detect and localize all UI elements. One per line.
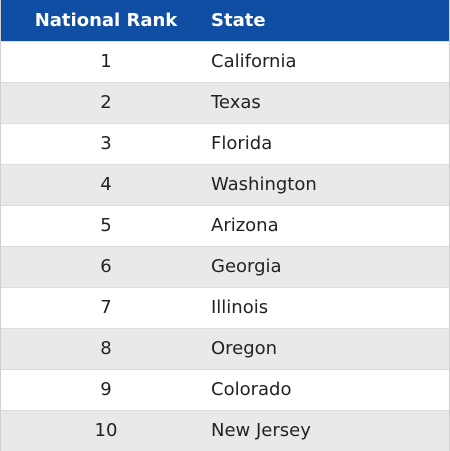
state-cell: Arizona [211, 215, 279, 236]
table-body: 1 California 2 Texas 3 Florida 4 Washing… [1, 41, 449, 451]
state-cell: Texas [211, 92, 261, 113]
rank-cell: 7 [100, 297, 112, 318]
state-cell: Florida [211, 133, 273, 154]
table-row: 1 California [1, 41, 449, 82]
column-header-rank: National Rank [1, 0, 211, 41]
table-row: 6 Georgia [1, 246, 449, 287]
table-row: 7 Illinois [1, 287, 449, 328]
rank-cell: 2 [100, 92, 112, 113]
rank-cell: 1 [100, 51, 112, 72]
rank-cell: 6 [100, 256, 112, 277]
table-row: 9 Colorado [1, 369, 449, 410]
table-row: 3 Florida [1, 123, 449, 164]
state-cell: Oregon [211, 338, 278, 359]
state-cell: Washington [211, 174, 317, 195]
table-row: 2 Texas [1, 82, 449, 123]
state-cell: New Jersey [211, 420, 311, 442]
rank-cell: 10 [94, 420, 118, 442]
rank-cell: 5 [100, 215, 112, 236]
state-cell: Colorado [211, 379, 292, 400]
table-row: 4 Washington [1, 164, 449, 205]
table-row: 8 Oregon [1, 328, 449, 369]
table-header: National Rank State [1, 0, 449, 41]
state-cell: Georgia [211, 256, 282, 277]
rank-cell: 4 [100, 174, 112, 195]
header-row: National Rank State [1, 0, 449, 41]
table-row: 5 Arizona [1, 205, 449, 246]
state-cell: Illinois [211, 297, 269, 318]
column-header-state: State [211, 0, 449, 41]
table-row: 10 New Jersey [1, 410, 449, 451]
rank-cell: 9 [100, 379, 112, 400]
rank-cell: 8 [100, 338, 112, 359]
rank-cell: 3 [100, 133, 112, 154]
state-cell: California [211, 51, 297, 72]
